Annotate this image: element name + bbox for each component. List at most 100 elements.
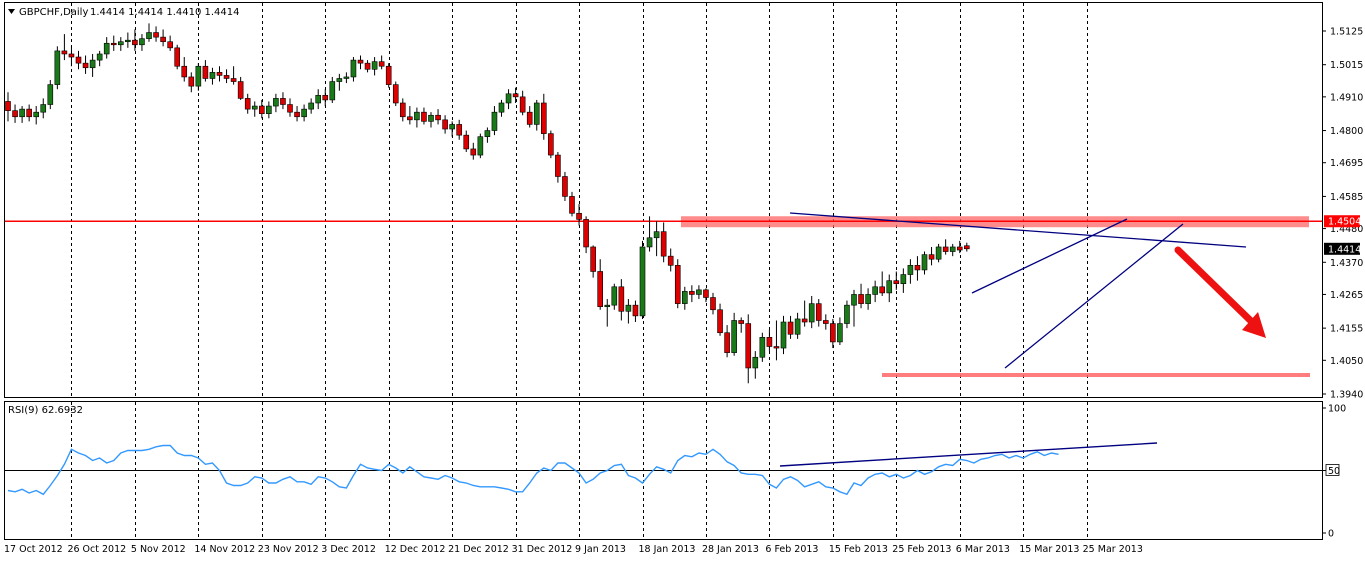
bull-candle-body: [103, 42, 110, 55]
wedge-lower-line: [1004, 223, 1184, 369]
bear-candle-body: [61, 50, 68, 55]
bear-candle-body: [548, 133, 554, 156]
price-tick-label: 1.4155: [1330, 324, 1363, 335]
bear-candle-body: [216, 72, 223, 76]
rsi-trendline: [779, 442, 1158, 467]
bull-candle-body: [604, 304, 611, 307]
bear-candle-body: [667, 255, 674, 266]
bear-candle-body: [519, 96, 526, 113]
bull-candle-body: [371, 61, 378, 70]
bull-candle-body: [498, 102, 505, 113]
bear-candle-body: [830, 323, 836, 343]
bear-candle-body: [435, 114, 441, 121]
bear-candle-body: [815, 303, 822, 321]
bear-candle-body: [287, 104, 293, 113]
bull-candle-body: [315, 95, 322, 104]
price-tick-label: 1.3940: [1330, 390, 1363, 401]
bear-candle-body: [618, 286, 625, 312]
date-tick-label: 26 Oct 2012: [67, 544, 126, 555]
bull-candle-body: [865, 294, 871, 304]
bull-candle-body: [794, 318, 801, 335]
bull-candle-body: [759, 337, 766, 358]
bear-candle-body: [632, 304, 639, 317]
bull-candle-body: [780, 321, 787, 349]
price-tag-label: 1.4414: [1328, 244, 1361, 255]
rsi-layer: [5, 442, 1322, 496]
current-price-tag: [1324, 242, 1360, 255]
date-tick-label: 25 Mar 2013: [1083, 544, 1143, 555]
bear-candle-body: [942, 246, 949, 252]
bear-candle-body: [456, 124, 463, 136]
bear-candle-body: [385, 65, 392, 85]
bull-candle-body: [146, 32, 152, 39]
bear-candle-body: [237, 81, 244, 99]
price-tag-label: 1.4504: [1328, 217, 1361, 228]
price-tick-label: 1.4695: [1330, 158, 1363, 169]
down-arrow-head: [1242, 312, 1266, 338]
bear-candle-body: [167, 41, 173, 49]
bull-candle-body: [611, 286, 618, 306]
rsi-tick-label: 0: [1328, 529, 1334, 540]
rsi-level-tag-box: [1325, 464, 1340, 476]
price-tick-label: 1.4910: [1330, 92, 1363, 103]
date-tick-label: 21 Dec 2012: [448, 544, 509, 555]
bull-candle-body: [935, 246, 942, 260]
bear-candle-body: [956, 246, 963, 251]
bull-candle-body: [639, 246, 646, 317]
bear-candle-body: [364, 62, 371, 70]
bear-candle-body: [526, 111, 533, 125]
bear-candle-body: [12, 110, 18, 118]
date-tick-label: 23 Nov 2012: [258, 544, 319, 555]
date-tick-label: 6 Mar 2013: [956, 544, 1010, 555]
date-tick-label: 3 Dec 2012: [321, 544, 376, 555]
bear-candle-body: [660, 231, 667, 257]
bear-candle-body: [590, 246, 596, 272]
bear-candle-body: [378, 61, 385, 67]
bear-candle-body: [540, 102, 547, 134]
bear-candle-body: [294, 111, 300, 118]
bear-candle-body: [928, 254, 935, 260]
bull-candle-body: [125, 39, 131, 43]
ohlc-label: 1.4414 1.4414 1.4410 1.4414: [90, 7, 240, 18]
date-tick-label: 12 Dec 2012: [385, 544, 446, 555]
bull-candle-body: [336, 78, 343, 82]
bull-candle-body: [949, 246, 956, 252]
bull-candle-body: [96, 53, 103, 61]
date-tick-label: 18 Jan 2013: [639, 544, 696, 555]
bear-candle-body: [132, 39, 138, 46]
price-tick-label: 1.4480: [1330, 224, 1363, 235]
bear-candle-body: [583, 219, 589, 248]
date-tick-label: 15 Mar 2013: [1019, 544, 1079, 555]
bull-candle-body: [428, 114, 434, 122]
bear-candle-body: [181, 65, 188, 78]
date-tick-label: 31 Dec 2012: [512, 544, 573, 555]
bear-candle-body: [82, 62, 89, 69]
bear-candle-body: [258, 105, 265, 115]
bear-candle-body: [512, 93, 519, 98]
date-tick-label: 9 Jan 2013: [575, 544, 626, 555]
descending-trendline: [789, 212, 1247, 248]
bear-candle-body: [230, 78, 237, 82]
symbol-dropdown-icon[interactable]: [8, 9, 15, 14]
down-arrow-shaft: [1174, 246, 1256, 326]
bull-candle-body: [47, 84, 54, 105]
bull-candle-body: [139, 38, 145, 46]
bear-candle-body: [893, 280, 900, 285]
bull-candle-body: [808, 303, 815, 323]
bear-candle-body: [174, 47, 180, 67]
bear-candle-body: [160, 36, 166, 43]
bear-candle-body: [801, 318, 808, 323]
bull-candle-body: [343, 76, 350, 79]
bull-candle-body: [491, 111, 498, 131]
bull-candle-body: [533, 102, 540, 125]
bull-candle-body: [921, 254, 928, 271]
rsi-label: RSI(9) 62.6932: [8, 405, 83, 416]
bull-candle-body: [251, 105, 258, 110]
bull-candle-body: [209, 72, 216, 79]
bull-candle-body: [844, 304, 850, 324]
bull-candle-body: [89, 59, 96, 69]
bull-candle-body: [40, 104, 47, 113]
price-tags: 1.4504 1.4414: [1324, 215, 1361, 255]
bear-candle-body: [766, 337, 773, 347]
price-tick-label: 1.4050: [1330, 356, 1363, 367]
